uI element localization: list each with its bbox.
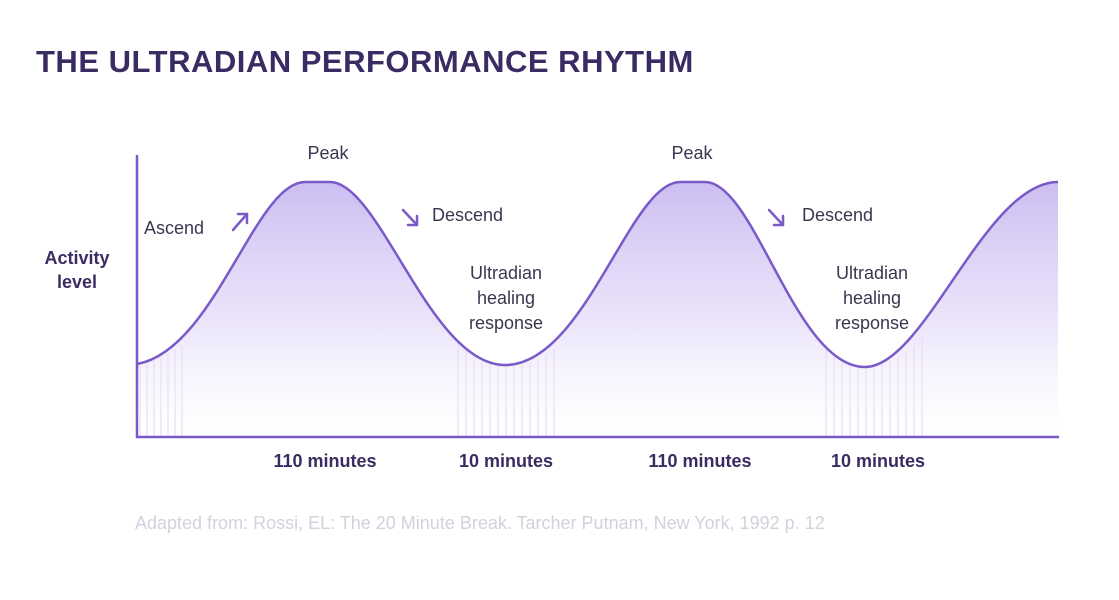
descend-label-2: Descend <box>802 205 873 225</box>
source-citation: Adapted from: Rossi, EL: The 20 Minute B… <box>135 513 825 533</box>
hatch-zone-healing-2 <box>825 338 923 437</box>
healing-label-1: Ultradian healing response <box>469 263 543 333</box>
healing-label-1-line-1: Ultradian <box>470 263 542 283</box>
duration-label-2: 10 minutes <box>459 451 553 471</box>
descend-arrow-icon-2 <box>767 208 785 227</box>
wave-fill-area <box>137 182 1058 437</box>
healing-label-2: Ultradian healing response <box>835 263 909 333</box>
y-axis-label-line-2: level <box>56 272 98 292</box>
rhythm-curve <box>136 180 1059 369</box>
peak-label-1: Peak <box>307 143 349 163</box>
descend-arrow-icon-1 <box>401 208 419 227</box>
healing-label-1-line-2: healing <box>477 288 535 308</box>
y-axis-label-line-1: Activity <box>44 248 110 268</box>
hatch-zone-healing-1 <box>457 342 555 437</box>
duration-label-1: 110 minutes <box>273 451 376 471</box>
duration-label-4: 10 minutes <box>831 451 925 471</box>
ascend-label: Ascend <box>144 218 204 238</box>
descend-label-1: Descend <box>432 205 503 225</box>
healing-label-2-line-1: Ultradian <box>836 263 908 283</box>
duration-label-3: 110 minutes <box>648 451 751 471</box>
ascend-arrow-icon <box>231 212 249 232</box>
healing-label-2-line-3: response <box>835 313 909 333</box>
y-axis-label: Activity level <box>30 246 124 294</box>
diagram-title: THE ULTRADIAN PERFORMANCE RHYTHM <box>36 44 694 79</box>
healing-label-2-line-2: healing <box>843 288 901 308</box>
hatch-zone-start <box>139 345 183 437</box>
healing-label-1-line-3: response <box>469 313 543 333</box>
peak-label-2: Peak <box>671 143 713 163</box>
